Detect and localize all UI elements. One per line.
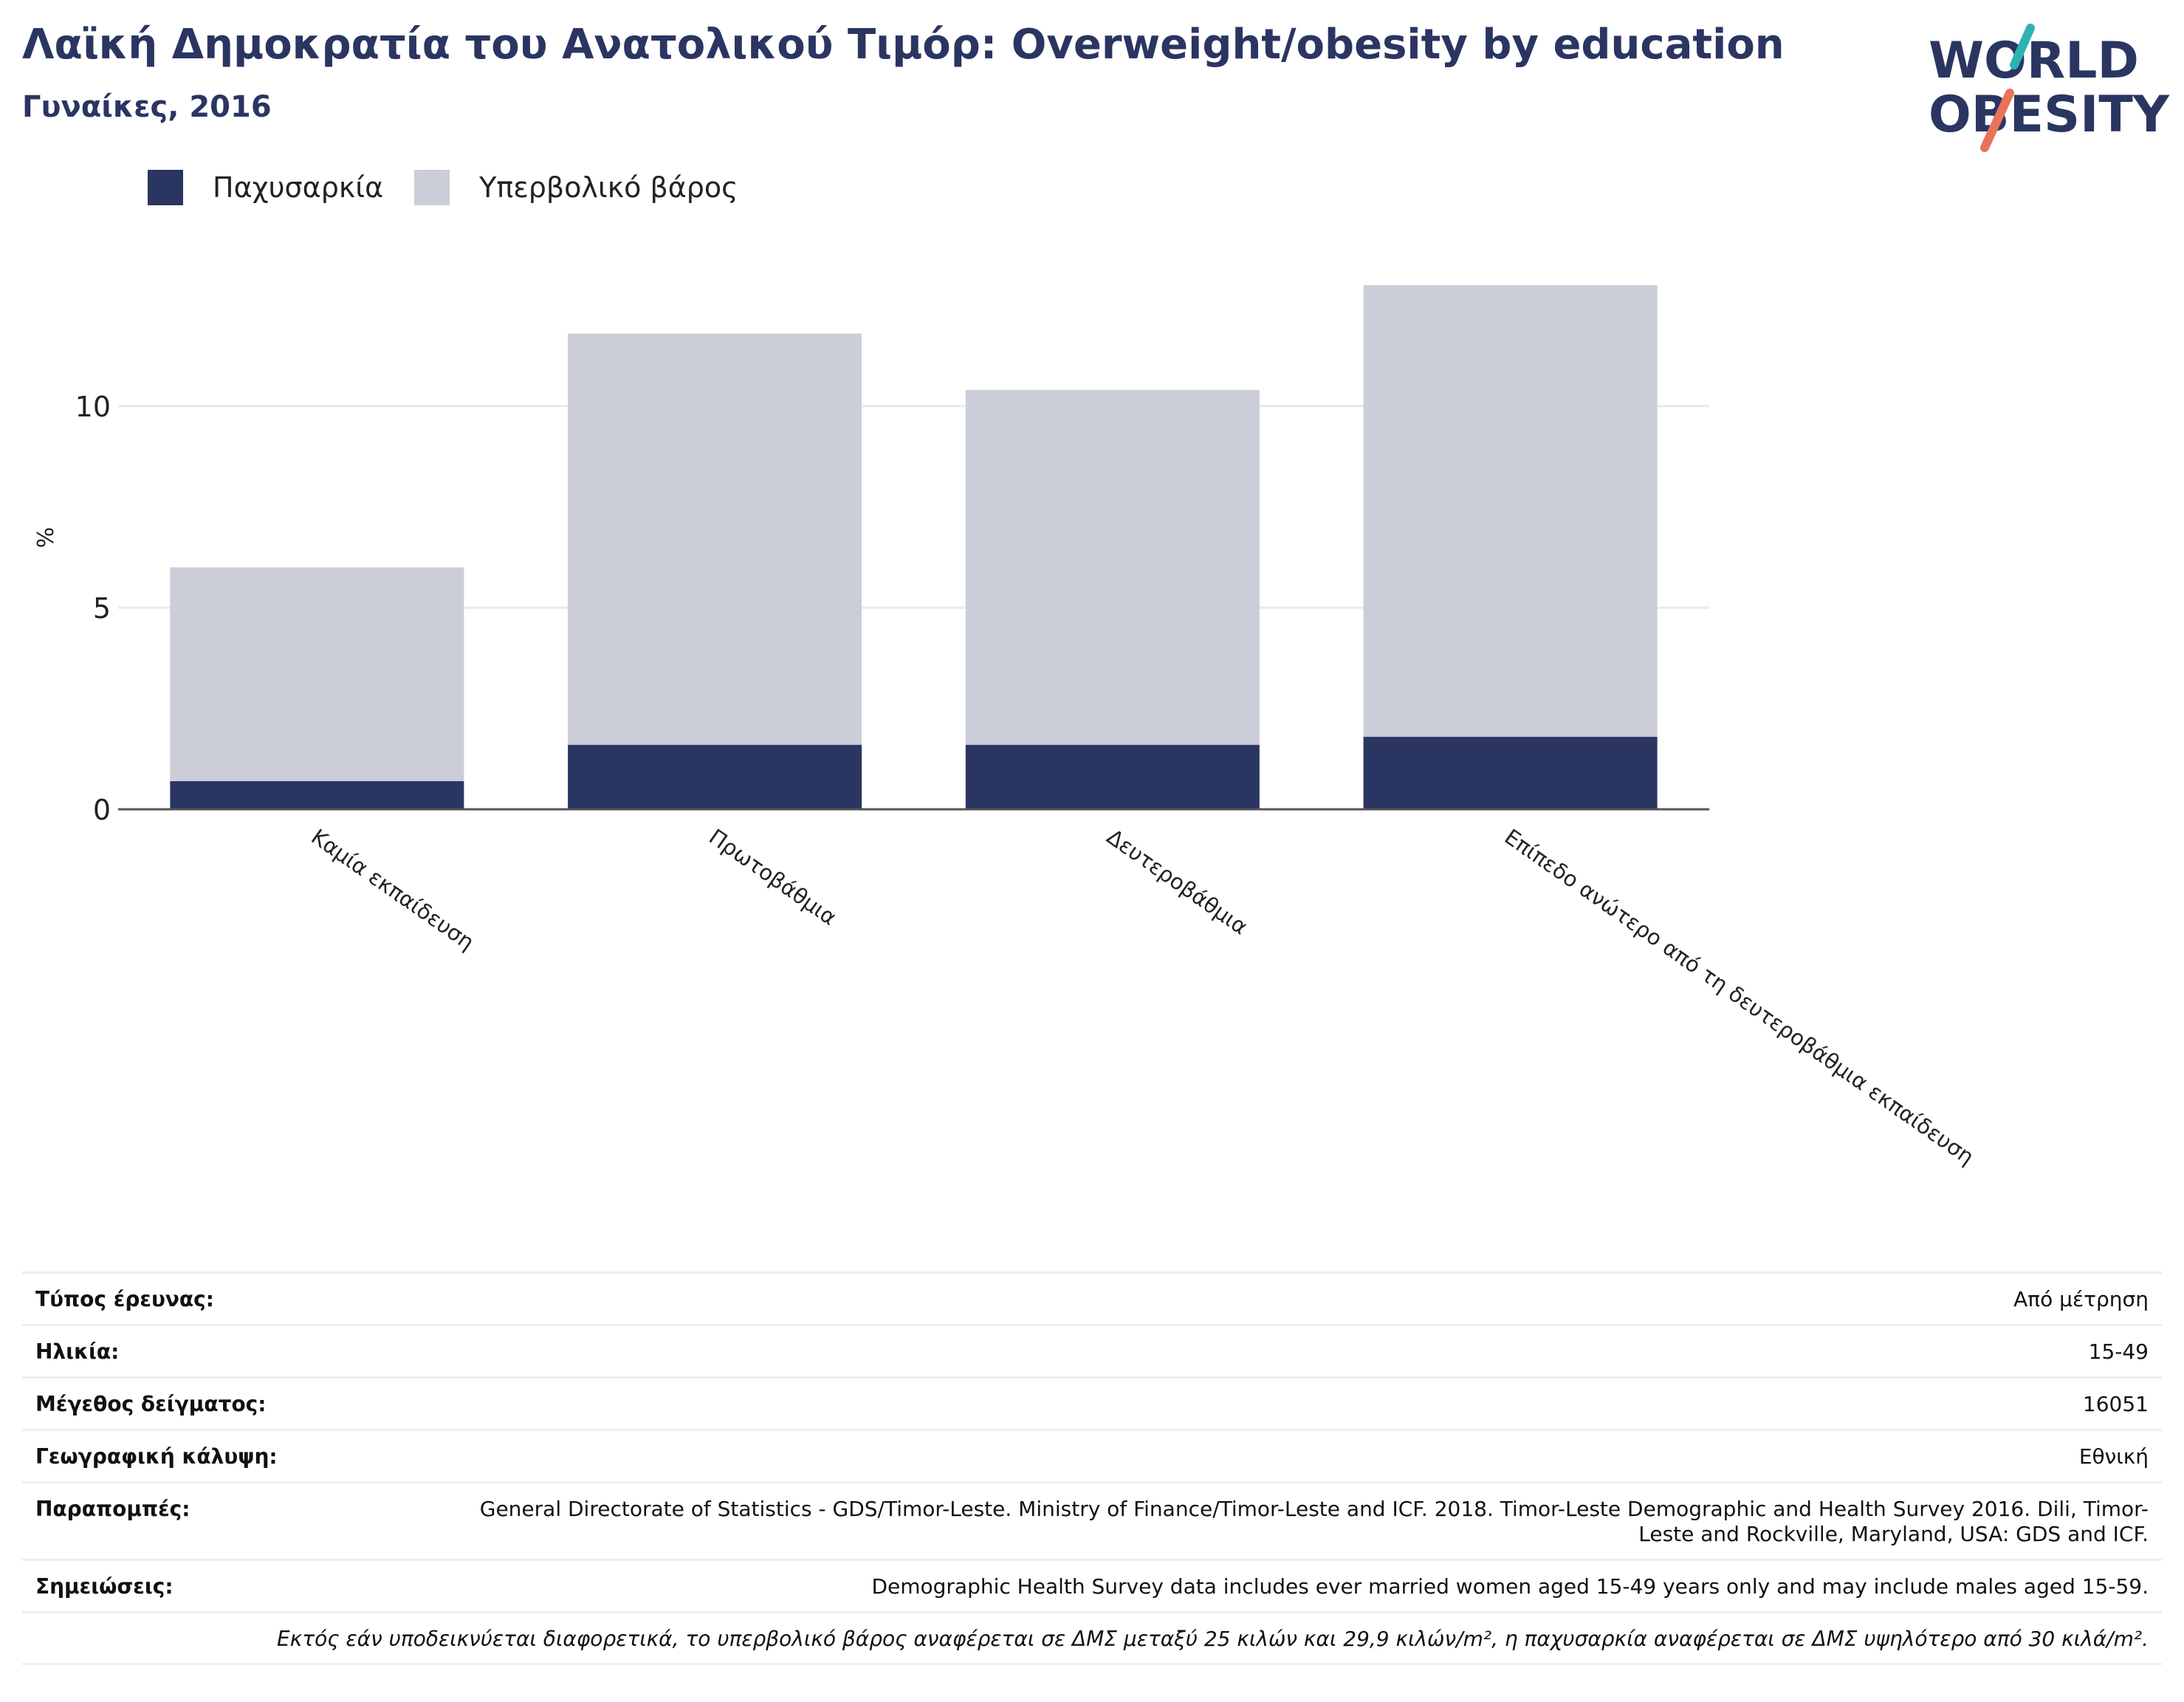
meta-key: Παραπομπές: bbox=[35, 1497, 190, 1521]
meta-row-notes: Σημειώσεις: Demographic Health Survey da… bbox=[22, 1559, 2162, 1611]
legend-swatch-obesity bbox=[148, 170, 183, 205]
legend-label-obesity: Παχυσαρκία bbox=[213, 171, 384, 204]
logo-text-world: WORLD bbox=[1929, 32, 2139, 90]
bar-overweight bbox=[965, 390, 1260, 745]
meta-key: Σημειώσεις: bbox=[35, 1574, 174, 1599]
y-tick-label: 10 bbox=[75, 391, 111, 423]
meta-value: General Directorate of Statistics - GDS/… bbox=[479, 1497, 2149, 1546]
y-tick-label: 0 bbox=[93, 794, 111, 826]
legend: Παχυσαρκία Υπερβολικό βάρος bbox=[148, 170, 769, 205]
meta-key: Ηλικία: bbox=[35, 1339, 120, 1364]
logo-text-obesity: OBESITY bbox=[1929, 86, 2170, 144]
meta-key: Γεωγραφική κάλυψη: bbox=[35, 1444, 278, 1469]
meta-row-coverage: Γεωγραφική κάλυψη: Εθνική bbox=[22, 1429, 2162, 1481]
meta-value: 15-49 bbox=[2088, 1339, 2149, 1364]
bar-obesity bbox=[170, 780, 464, 809]
meta-value: Εθνική bbox=[2078, 1444, 2149, 1469]
meta-row-age: Ηλικία: 15-49 bbox=[22, 1324, 2162, 1376]
x-tick-label: Επίπεδο ανώτερο από τη δευτεροβάθμια εκπ… bbox=[1500, 824, 1979, 1170]
bar-overweight bbox=[568, 333, 862, 745]
meta-row-survey-type: Τύπος έρευνας: Από μέτρηση bbox=[22, 1272, 2162, 1324]
meta-row-sample-size: Μέγεθος δείγματος: 16051 bbox=[22, 1376, 2162, 1429]
legend-swatch-overweight bbox=[414, 170, 450, 205]
meta-key: Μέγεθος δείγματος: bbox=[35, 1392, 267, 1416]
bar-obesity bbox=[1363, 736, 1658, 809]
bar-obesity bbox=[568, 744, 862, 809]
meta-value: Demographic Health Survey data includes … bbox=[871, 1574, 2149, 1599]
bar-overweight bbox=[170, 567, 464, 781]
x-tick-label: Καμία εκπαίδευση bbox=[306, 824, 478, 955]
chart-title: Λαϊκή Δημοκρατία του Ανατολικού Τιμόρ: O… bbox=[22, 21, 1785, 69]
meta-value: Από μέτρηση bbox=[2013, 1287, 2149, 1311]
bar-chart: 0 5 10% Καμία εκπαίδευση Πρωτοβάθμια Δευτεροβ… bbox=[33, 285, 1979, 1170]
legend-item-obesity[interactable]: Παχυσαρκία bbox=[148, 170, 383, 205]
bar-overweight bbox=[1363, 285, 1658, 737]
meta-row-references: Παραπομπές: General Directorate of Stati… bbox=[22, 1481, 2162, 1559]
world-obesity-logo: WORLD OBESITY bbox=[1929, 24, 2170, 152]
legend-item-overweight[interactable]: Υπερβολικό βάρος bbox=[414, 170, 738, 205]
logo-slash-coral bbox=[1980, 89, 2014, 152]
metadata-table: Τύπος έρευνας: Από μέτρηση Ηλικία: 15-49… bbox=[22, 1272, 2162, 1665]
meta-row-footnote: Εκτός εάν υποδεικνύεται διαφορετικά, το … bbox=[22, 1611, 2162, 1665]
logo-slash-teal bbox=[2010, 24, 2035, 69]
legend-label-overweight: Υπερβολικό βάρος bbox=[479, 171, 738, 204]
chart-subtitle: Γυναίκες, 2016 bbox=[22, 90, 272, 124]
footnote: Εκτός εάν υποδεικνύεται διαφορετικά, το … bbox=[277, 1627, 2149, 1651]
y-tick-label: 5 bbox=[93, 592, 111, 625]
bar-obesity bbox=[965, 744, 1260, 809]
meta-key: Τύπος έρευνας: bbox=[35, 1287, 214, 1311]
x-tick-label: Δευτεροβάθμια bbox=[1102, 824, 1252, 940]
y-axis-label: % bbox=[33, 527, 59, 549]
meta-value: 16051 bbox=[2082, 1392, 2149, 1416]
x-tick-label: Πρωτοβάθμια bbox=[704, 824, 841, 930]
